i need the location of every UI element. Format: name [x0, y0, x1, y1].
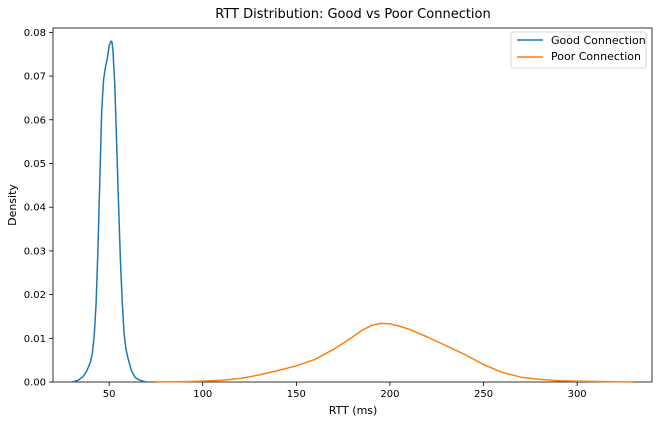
- series-line-poor-connection: [155, 322, 634, 383]
- x-axis: 50 100 150 200 250 300: [103, 382, 587, 400]
- y-tick-label: 0.07: [24, 72, 46, 83]
- chart-title: RTT Distribution: Good vs Poor Connectio…: [215, 7, 491, 22]
- legend-box: [510, 31, 647, 69]
- plot-frame: [52, 27, 653, 383]
- series-layer: [71, 40, 634, 383]
- x-tick-label: 200: [380, 389, 399, 400]
- series-line-good-connection: [71, 40, 147, 383]
- x-tick-label: 250: [474, 389, 493, 400]
- y-tick-label: 0.05: [24, 159, 46, 170]
- legend: Good Connection Poor Connection: [510, 31, 647, 69]
- x-tick-label: 150: [287, 389, 306, 400]
- y-tick-label: 0.06: [24, 115, 46, 126]
- y-tick-label: 0.08: [24, 28, 46, 39]
- y-tick-label: 0.03: [24, 246, 46, 257]
- x-tick-label: 50: [103, 389, 116, 400]
- y-tick-label: 0.02: [24, 290, 46, 301]
- y-tick-label: 0.04: [24, 203, 46, 214]
- y-axis: 0.00 0.01 0.02 0.03 0.04 0.05 0.06 0.07 0.08: [24, 28, 53, 389]
- x-axis-label: RTT (ms): [329, 404, 378, 417]
- y-tick-label: 0.00: [24, 378, 46, 389]
- y-tick-label: 0.01: [24, 334, 46, 345]
- x-tick-label: 300: [568, 389, 587, 400]
- legend-label-good: Good Connection: [551, 34, 646, 47]
- x-tick-label: 100: [193, 389, 212, 400]
- y-axis-label: Density: [6, 184, 19, 226]
- legend-label-poor: Poor Connection: [551, 50, 641, 63]
